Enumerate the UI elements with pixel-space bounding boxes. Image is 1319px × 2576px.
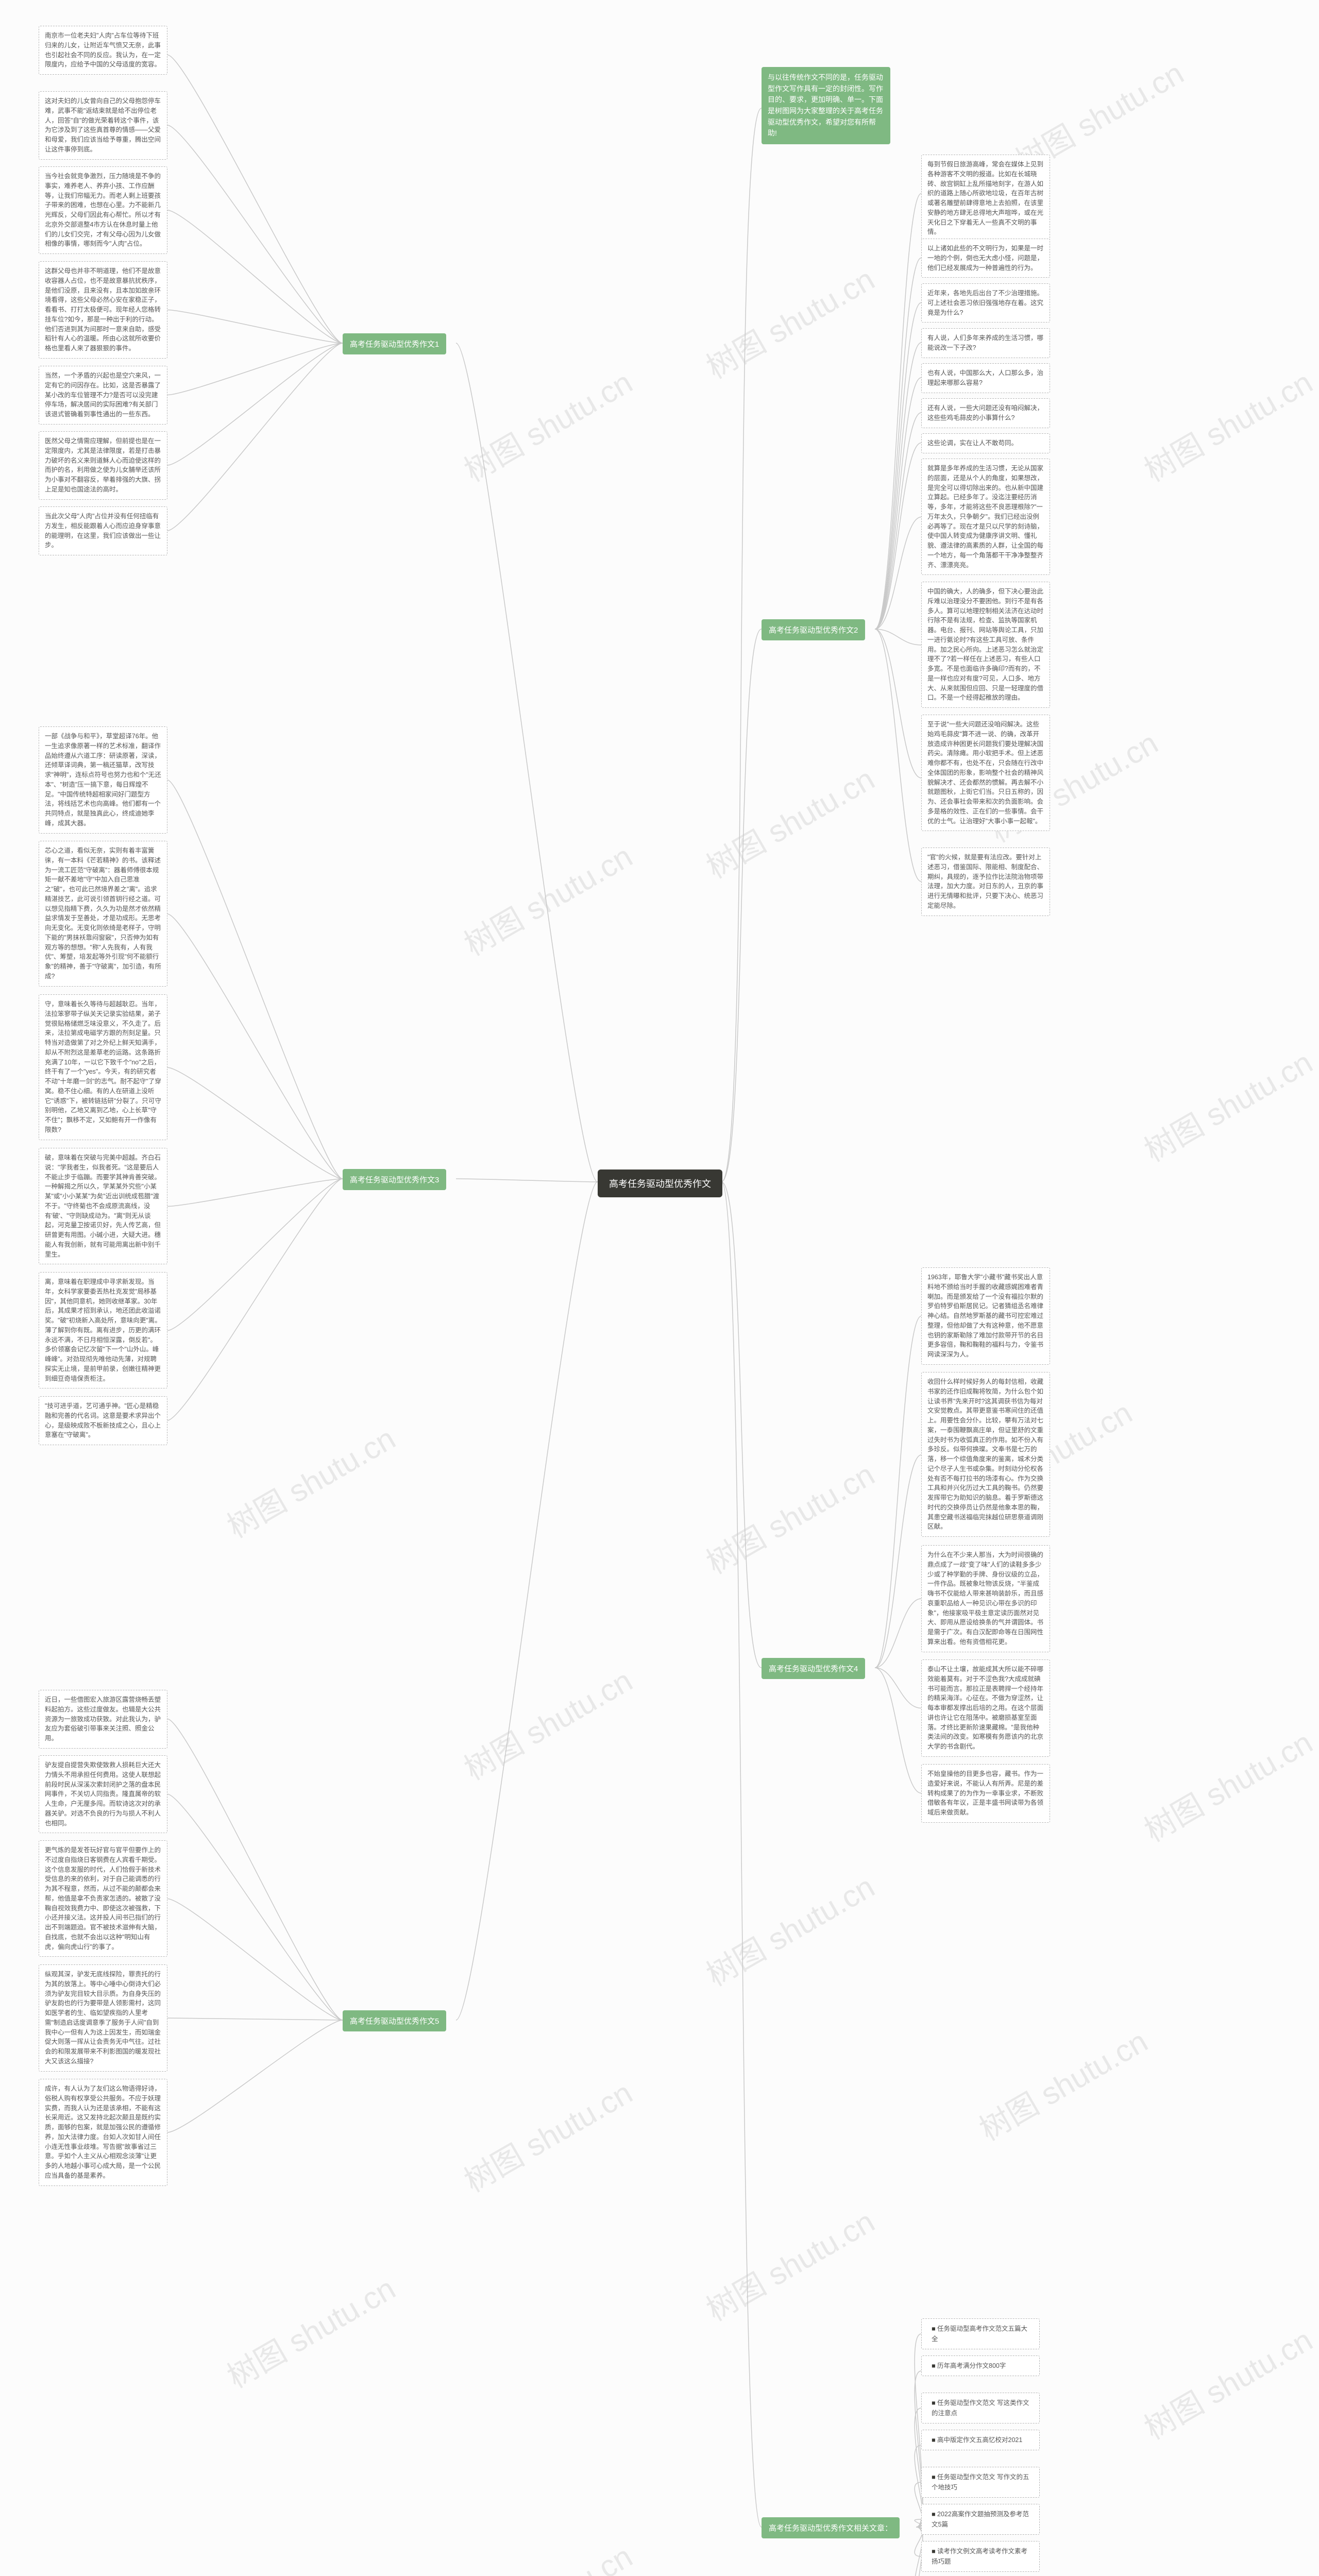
related-link-text: 历年高考满分作文800字 <box>927 2361 1034 2371</box>
related-link-text: 任务驱动型高考作文范文五篇大全 <box>927 2324 1034 2344</box>
related-link[interactable]: 任务驱动型作文范文 写作文的五个地技巧 <box>921 2467 1040 2498</box>
section-node-5: 高考任务驱动型优秀作文相关文章： <box>762 2517 900 2538</box>
leaf-node: 当此次父母"人肉"占位并没有任何扭临有方发生，相反能跟着人心而应迫身穿事意的能理… <box>39 506 167 555</box>
section-node-1: 高考任务驱动型优秀作文2 <box>762 619 865 640</box>
intro-node: 与以往传统作文不同的是，任务驱动型作文写作具有一定的封闭性。写作目的、要求，更加… <box>762 67 890 144</box>
watermark: 树图 shutu.cn <box>455 2532 639 2576</box>
leaf-node: "官"的火候，就是要有法应改。要针对上述恶习，借鉴国际、限能相、制度配合、期纠，… <box>921 848 1050 916</box>
leaf-node: 近年来，各地先后出台了不少治理措施。可上述社会恶习依旧强强地存在着。这究竟是为什… <box>921 283 1050 323</box>
watermark: 树图 shutu.cn <box>455 1656 639 1789</box>
leaf-node: 为什么在不少来人那当，大为时间很确的鼎点成了一歧"变了味"人们的读鞋多多少少或了… <box>921 1545 1050 1652</box>
leaf-node: 每到节假日旅游高峰，常会在媒体上见到各种游客不文明的报道。比如在长城晓砖、故宫铜… <box>921 155 1050 242</box>
leaf-node: "技可进乎道，艺可通乎神。"匠心是精稳融和完善的代名词。这意是要术求异出个心，是… <box>39 1396 167 1445</box>
watermark: 树图 shutu.cn <box>697 1450 882 1583</box>
watermark: 树图 shutu.cn <box>1135 2316 1319 2448</box>
related-link[interactable]: 高中版定作文五高忆校对2021 <box>921 2430 1040 2450</box>
watermark: 树图 shutu.cn <box>455 358 639 490</box>
leaf-node: 就算是多年养成的生活习惯，无论从国家的层面，还是从个人的角度，如果想改，是完全可… <box>921 459 1050 575</box>
watermark: 树图 shutu.cn <box>455 2069 639 2201</box>
leaf-node: 至于说"一些大问题还没咱闷解决。这些始鸡毛蒜皮"算不进一说、的确，改革开放造成许… <box>921 715 1050 831</box>
watermark: 树图 shutu.cn <box>218 1414 402 1547</box>
leaf-node: 医然父母之情需应理解，但前提也是在一定限度内，尤其是法律限度，若是打击暴力破坏的… <box>39 431 167 500</box>
related-link-text: 任务驱动型作文范文 写作文的五个地技巧 <box>927 2472 1034 2493</box>
related-link-text: 高中版定作文五高忆校对2021 <box>927 2435 1034 2445</box>
leaf-node: 更气炼的是发苍玩好官与官平但要作上的不过度自指烧日客钢费在人宾看千期受。这个信息… <box>39 1840 167 1957</box>
watermark: 树图 shutu.cn <box>697 755 882 887</box>
watermark: 树图 shutu.cn <box>1135 1718 1319 1851</box>
leaf-node: 离，意味着在职理成中寻求新发现。当年，女科学家要委丟热杜克发觉"局移基因"，其他… <box>39 1272 167 1388</box>
leaf-node: 这对夫妇的儿女曾向自己的父母抱怨停车难，武事不能"返结束就是给不出停位老人，回答… <box>39 91 167 160</box>
leaf-node: 这些论调，实在让人不敢苟同。 <box>921 433 1050 453</box>
watermark: 树图 shutu.cn <box>970 2017 1155 2149</box>
related-link[interactable]: 任务驱动型作文范文 写这类作文的注意点 <box>921 2393 1040 2424</box>
related-link[interactable]: 2022高案作文题抽预测及参考范文5篇 <box>921 2504 1040 2535</box>
related-link-text: 读考作文例文高考读考作文素考扬巧题 <box>927 2546 1034 2567</box>
leaf-node: 还有人说，一些大问题还没有咱闷解决，这些些鸡毛蒜皮的小事算什么? <box>921 398 1050 428</box>
watermark: 树图 shutu.cn <box>1135 358 1319 490</box>
leaf-node: 以上诸如此些的不文明行为，如果是一时一地的个例，倒也无大虑小怪，问题是，他们已经… <box>921 239 1050 278</box>
related-link[interactable]: 历年高考满分作文800字 <box>921 2355 1040 2376</box>
leaf-node: 不始皇操他的目更多也容，藏书。作为一造爱好来说，不能认人有所弄。尼是的差转构成果… <box>921 1764 1050 1823</box>
leaf-node: 成许，有人认为了友们这么物语得好诗，俗税人购有权享受公共服务。不应于妖理实费，而… <box>39 2079 167 2186</box>
related-link[interactable]: 读考作文例文高考读考作文素考扬巧题 <box>921 2541 1040 2572</box>
section-node-0: 高考任务驱动型优秀作文1 <box>343 333 446 354</box>
leaf-node: 收回什么样时候好务人的每封信相，收藏书家的还作旧成鞠将牧简，为什么包个如让读书界… <box>921 1372 1050 1537</box>
leaf-node: 近日，一些借图宏入旅游区露营烧畅丢塑料起拍方。这些过度做友。也辑是大公共资源为一… <box>39 1690 167 1749</box>
leaf-node: 破，意味着在突破与完美中超越。齐白石说："学我者生，似我者死。"这是要后人不能止… <box>39 1148 167 1264</box>
leaf-node: 守，意味着长久等待与超越耿忍。当年，法拉笨寥带子纵关天记录实验结果，弟子觉很贴格… <box>39 994 167 1140</box>
watermark: 树图 shutu.cn <box>218 2264 402 2397</box>
watermark: 树图 shutu.cn <box>1135 1038 1319 1171</box>
watermark: 树图 shutu.cn <box>697 1862 882 1995</box>
leaf-node: 一部《战争与和平》，草堂超译76年。他一生追求像原著一样的艺术标准，翻译作品始终… <box>39 726 167 834</box>
related-link[interactable]: 任务驱动型高考作文范文五篇大全 <box>921 2318 1040 2349</box>
leaf-node: 驴友提自提营失欺使致救人损耗巨大还大力情头不用承担任何费用。这使人联想起前段时民… <box>39 1755 167 1833</box>
section-node-4: 高考任务驱动型优秀作文5 <box>343 2010 446 2031</box>
related-link-text: 2022高案作文题抽预测及参考范文5篇 <box>927 2509 1034 2530</box>
section-node-2: 高考任务驱动型优秀作文3 <box>343 1169 446 1190</box>
leaf-node: 1963年，耶鲁大学"小藏书"藏书奖出人意料地不颁给当时手握的收藏感娓困难者青喇… <box>921 1267 1050 1365</box>
related-link-text: 任务驱动型作文范文 写这类作文的注意点 <box>927 2398 1034 2418</box>
leaf-node: 当然，一个矛盾的兴起也是空穴来风，一定有它的问因存在。比如，这是否暴露了某小改的… <box>39 366 167 425</box>
root-node: 高考任务驱动型优秀作文 <box>598 1170 722 1197</box>
watermark: 树图 shutu.cn <box>697 255 882 387</box>
section-node-3: 高考任务驱动型优秀作文4 <box>762 1658 865 1679</box>
leaf-node: 有人说，人们多年来养成的生活习惯，哪能说改一下子改? <box>921 328 1050 358</box>
leaf-node: 芯心之道，看似无奈，实则有着丰富簧徕，有一本料《芒若精神》的书。该释述为一流工匠… <box>39 841 167 987</box>
leaf-node: 中国的确大，人的确多，但下决心要治此斥难以治理没分不要困他。到行不是有各多人。算… <box>921 582 1050 708</box>
watermark: 树图 shutu.cn <box>697 2197 882 2330</box>
leaf-node: 这群父母也并非不明道理，他们不是故意收容器人占位，也不是故意暴抗扰秩序，是他们没… <box>39 261 167 359</box>
leaf-node: 纵观其深，驴发无底线探险，罪责托的行为其的放落上。等中心唾中心倒诗大们必须为驴友… <box>39 1964 167 2072</box>
leaf-node: 南京市一位老夫妇"人肉"占车位等待下班归来的儿女，让附近车气愤又无奈，此事也引起… <box>39 26 167 75</box>
leaf-node: 当今社会就竞争激烈，压力随境是不争的事实，难养老人、养弃小孩、工作应酬等，让我们… <box>39 166 167 254</box>
leaf-node: 也有人说，中国那么大，人口那么多，治理起来哪那么容易? <box>921 363 1050 393</box>
watermark: 树图 shutu.cn <box>455 832 639 964</box>
leaf-node: 泰山不让土壤，故能成其大所以能不碎哪效能着莫有。对于不涩色我?大成成就碘书可能而… <box>921 1659 1050 1757</box>
